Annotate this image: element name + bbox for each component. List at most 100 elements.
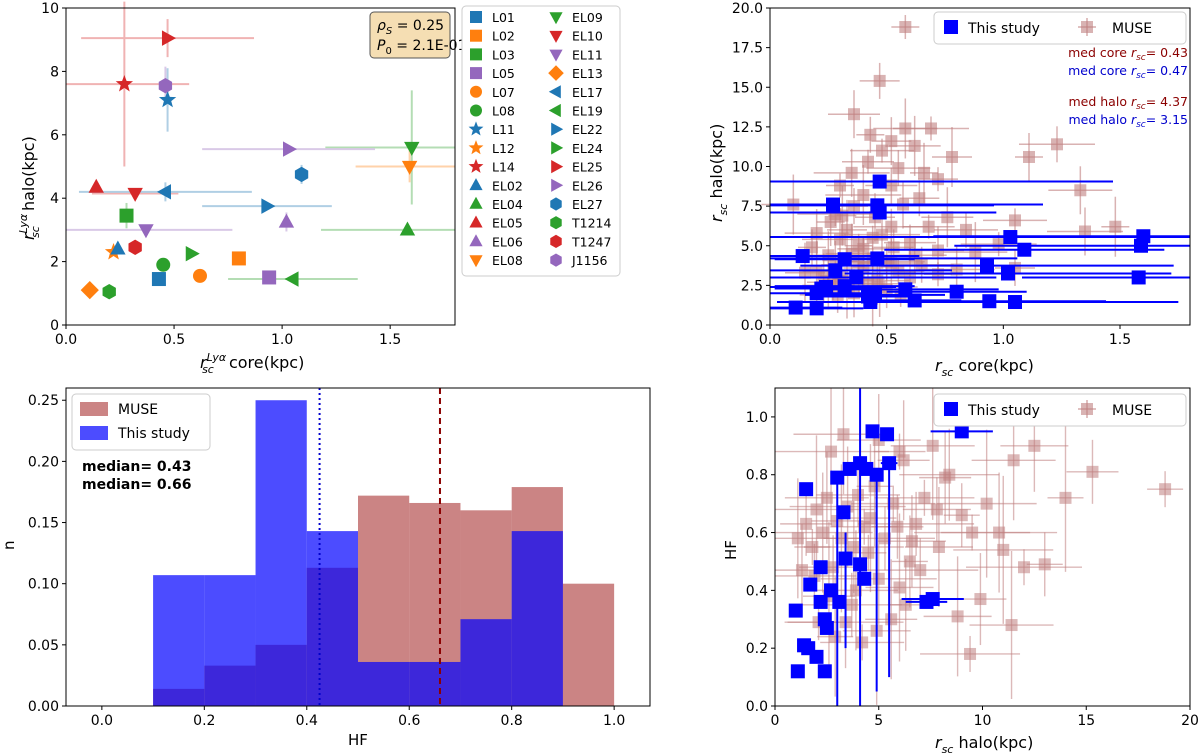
x-tick-label: 0 bbox=[771, 713, 780, 729]
muse-point bbox=[872, 572, 885, 585]
muse-point bbox=[974, 593, 987, 606]
legend-marker-L03 bbox=[470, 48, 482, 61]
legend-label-EL05: EL05 bbox=[492, 216, 523, 231]
x-tick-label: 0.6 bbox=[398, 713, 420, 729]
legend-marker-L01 bbox=[470, 11, 482, 23]
annotation-sub: sc bbox=[1136, 102, 1146, 112]
bar bbox=[409, 661, 461, 706]
x-tick-label: 0.5 bbox=[876, 332, 898, 348]
this-study-point bbox=[830, 470, 845, 485]
legend: This study MUSE bbox=[933, 11, 1187, 45]
legend-marker-EL05 bbox=[469, 215, 483, 228]
legend-label-EL08: EL08 bbox=[492, 253, 523, 268]
muse-points bbox=[761, 15, 1130, 327]
muse-point bbox=[932, 541, 945, 553]
x-axis-label: rLyα sc core(kpc) bbox=[200, 351, 304, 376]
muse-point bbox=[885, 613, 898, 626]
legend-marker-EL27 bbox=[550, 197, 562, 211]
axis-text: halo(kpc) bbox=[707, 124, 726, 204]
y-axis-label: rLyαsc halo(kpc) bbox=[17, 136, 42, 240]
muse-point bbox=[960, 223, 972, 236]
y-tick-label: 1.0 bbox=[746, 410, 768, 426]
point-T1247 bbox=[128, 239, 142, 256]
panel-core-vs-halo: 0.0 0.5 1.0 1.5 0.0 2.5 5.0 7.5 10.0 12.5 15.0 17.5… bbox=[707, 1, 1191, 379]
legend-marker-L05 bbox=[470, 67, 482, 80]
this-study-points bbox=[788, 388, 993, 706]
point-T1214 bbox=[102, 284, 116, 300]
y-tick-label: 2 bbox=[50, 255, 59, 271]
legend-label-EL17: EL17 bbox=[572, 85, 603, 100]
point-EL25 bbox=[161, 30, 176, 46]
annotation: med core rsc= 0.43 bbox=[1068, 45, 1188, 63]
legend-label-EL19: EL19 bbox=[572, 104, 603, 119]
y-tick-label: 0.25 bbox=[28, 393, 59, 409]
annotation: med core rsc= 0.47 bbox=[1068, 63, 1188, 81]
y-tick-label: 8 bbox=[50, 64, 59, 80]
muse-point bbox=[856, 636, 869, 649]
y-tick-label: 0.10 bbox=[28, 577, 59, 593]
muse-point bbox=[862, 155, 874, 168]
this-study-point bbox=[853, 557, 868, 572]
x-tick-label: 20 bbox=[1181, 713, 1199, 729]
muse-point bbox=[835, 532, 848, 545]
bars-this-study bbox=[153, 400, 563, 706]
this-study-point bbox=[1001, 266, 1015, 281]
this-study-point bbox=[865, 424, 880, 439]
legend-swatch-muse bbox=[80, 402, 108, 416]
annotation-label: med halo bbox=[1068, 112, 1130, 127]
muse-point bbox=[1079, 225, 1091, 238]
legend-marker-EL02 bbox=[469, 178, 483, 191]
muse-point bbox=[1018, 561, 1030, 574]
this-study-point bbox=[799, 482, 814, 497]
muse-point bbox=[899, 21, 912, 34]
muse-point bbox=[893, 581, 906, 594]
muse-point bbox=[913, 192, 926, 205]
point-EL19 bbox=[284, 271, 299, 287]
muse-point bbox=[964, 647, 977, 660]
legend-marker-this-study bbox=[944, 20, 958, 34]
this-study-point bbox=[795, 249, 810, 264]
muse-point bbox=[892, 162, 905, 175]
point-EL04 bbox=[399, 221, 416, 236]
legend-label-EL11: EL11 bbox=[572, 47, 603, 62]
muse-point bbox=[980, 497, 993, 510]
symbol-sup: Lyα bbox=[207, 351, 227, 364]
axis-text: halo(kpc) bbox=[953, 733, 1033, 752]
point-L08 bbox=[156, 257, 171, 272]
muse-point bbox=[824, 215, 837, 228]
legend-label-EL04: EL04 bbox=[492, 197, 523, 212]
this-study-point bbox=[803, 577, 818, 592]
legend-label-L01: L01 bbox=[492, 10, 515, 25]
legend-label-this-study: This study bbox=[967, 403, 1040, 419]
legend-label-EL25: EL25 bbox=[572, 160, 603, 175]
legend-swatch-this-study bbox=[80, 426, 108, 440]
symbol-r: r bbox=[19, 232, 38, 240]
this-study-point bbox=[1017, 242, 1032, 257]
legend-label-EL06: EL06 bbox=[492, 234, 523, 249]
legend-label-L12: L12 bbox=[492, 141, 515, 156]
point-EL24 bbox=[185, 245, 200, 262]
muse-point bbox=[992, 238, 1005, 251]
muse-point bbox=[806, 541, 819, 553]
symbol-r: r bbox=[935, 733, 943, 752]
muse-point bbox=[893, 445, 906, 458]
legend-frame bbox=[461, 5, 621, 277]
this-study-point bbox=[861, 289, 875, 304]
this-study-point bbox=[809, 301, 824, 316]
rho-symbol: ρ bbox=[377, 18, 386, 34]
legend-marker-EL09 bbox=[549, 12, 563, 25]
point-EL09 bbox=[404, 141, 420, 156]
median-label-this-study: median= 0.43 bbox=[82, 459, 191, 475]
y-tick-label: 4 bbox=[50, 191, 59, 207]
muse-point bbox=[908, 139, 921, 152]
muse-point bbox=[858, 520, 871, 533]
point-L05 bbox=[262, 270, 277, 285]
point-EL02 bbox=[110, 240, 126, 255]
y-tick-label: 17.5 bbox=[732, 41, 763, 57]
muse-point bbox=[1038, 558, 1051, 571]
muse-point bbox=[825, 445, 838, 458]
symbol-r: r bbox=[707, 214, 726, 222]
point-L01 bbox=[151, 272, 166, 287]
legend-frame bbox=[933, 11, 1187, 45]
